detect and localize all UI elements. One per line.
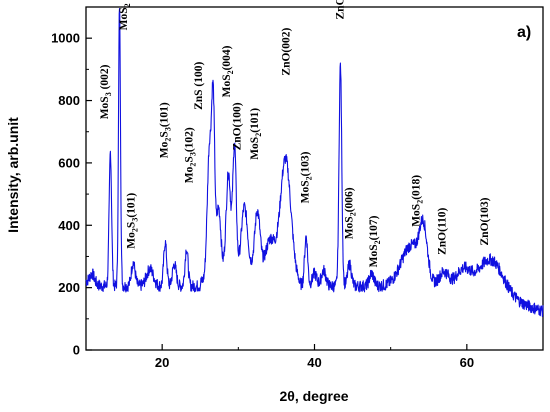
peak-label: Mo2S3(101) bbox=[126, 193, 140, 249]
y-axis-title: Intensity, arb.unit bbox=[5, 117, 21, 233]
peak-label: Mo2S3(101) bbox=[159, 102, 173, 158]
peak-label: ZnO(002) bbox=[280, 28, 292, 76]
peak-label: Mo2S3(102) bbox=[184, 127, 198, 183]
peak-label: ZnS (100) bbox=[193, 61, 205, 109]
xrd-pattern-line bbox=[85, 8, 544, 318]
peak-label: ZnO(103) bbox=[479, 197, 491, 245]
x-tick-label: 20 bbox=[155, 355, 169, 370]
y-tick-label: 0 bbox=[73, 343, 80, 358]
peak-label: MoS2 (002) bbox=[118, 0, 132, 30]
x-tick-label: 60 bbox=[460, 355, 474, 370]
peak-label: MoS2(101) bbox=[249, 108, 263, 160]
plot-frame bbox=[85, 6, 544, 351]
peak-label: ZnO(101) bbox=[334, 0, 346, 20]
peak-label: MoS2(018) bbox=[411, 175, 425, 227]
y-tick-label: 800 bbox=[58, 93, 80, 108]
y-tick-label: 200 bbox=[58, 280, 80, 295]
peak-label: ZnO(110) bbox=[437, 207, 449, 254]
y-tick-label: 400 bbox=[58, 218, 80, 233]
peak-label: MoS2(006) bbox=[344, 187, 358, 239]
peak-label: ZnO(100) bbox=[232, 102, 244, 150]
panel-label: a) bbox=[517, 24, 531, 41]
peak-label: MoS2(004) bbox=[221, 45, 235, 97]
peak-label: MoS3 (002) bbox=[99, 64, 113, 119]
peak-label: MoS2(107) bbox=[368, 215, 382, 267]
x-axis-title: 2θ, degree bbox=[279, 388, 348, 404]
y-tick-label: 1000 bbox=[51, 31, 80, 46]
peak-label: MoS2(103) bbox=[299, 151, 313, 203]
y-tick-label: 600 bbox=[58, 155, 80, 170]
x-tick-label: 40 bbox=[307, 355, 321, 370]
